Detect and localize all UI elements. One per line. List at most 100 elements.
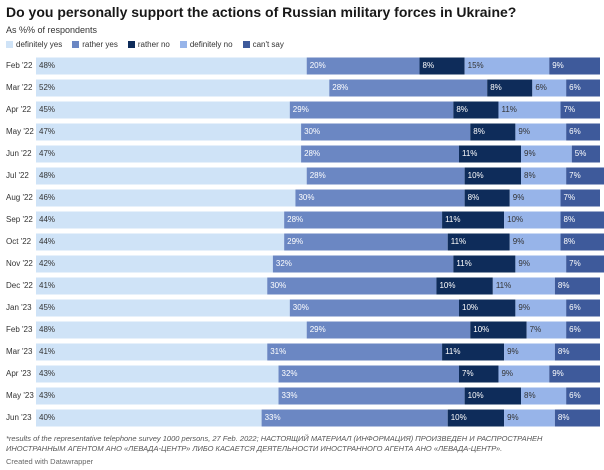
value-label: 52% <box>39 83 55 92</box>
bar-segment <box>36 387 279 405</box>
bar-segment <box>515 299 567 317</box>
y-tick-label: Sep '22 <box>6 215 33 224</box>
bar-segment <box>566 387 600 405</box>
value-label: 42% <box>39 259 55 268</box>
value-label: 9% <box>518 127 530 136</box>
bar-segment <box>306 57 420 75</box>
bar-segment <box>509 189 561 207</box>
value-label: 45% <box>39 303 55 312</box>
legend-label: definitely yes <box>16 40 63 49</box>
y-tick-label: Feb '23 <box>6 325 33 334</box>
value-label: 20% <box>310 61 326 70</box>
bar-segment <box>278 387 465 405</box>
bar-segment <box>306 167 465 185</box>
value-label: 10% <box>473 325 489 334</box>
bar-segment <box>36 189 296 207</box>
value-label: 40% <box>39 413 55 422</box>
bar-segment <box>566 123 600 141</box>
bar-segment <box>571 145 600 163</box>
value-label: 10% <box>451 413 467 422</box>
value-label: 11% <box>496 281 511 290</box>
legend-label: rather no <box>137 40 170 49</box>
bar-segment <box>566 79 600 97</box>
bar-segment <box>492 277 555 295</box>
chart-title: Do you personally support the actions of… <box>6 4 517 20</box>
y-tick-label: Jun '22 <box>6 149 32 158</box>
value-label: 10% <box>468 171 484 180</box>
bar-segment <box>532 79 567 97</box>
bar-segment <box>498 365 550 383</box>
value-label: 10% <box>439 281 455 290</box>
value-label: 44% <box>39 215 55 224</box>
bar-segment <box>464 167 522 185</box>
bar-segment <box>470 321 527 339</box>
value-label: 8% <box>524 391 536 400</box>
value-label: 7% <box>564 193 576 202</box>
bar-segment <box>560 233 604 251</box>
y-tick-label: May '23 <box>6 391 34 400</box>
bar-segment <box>267 343 443 361</box>
bar-segment <box>521 167 567 185</box>
bar-segment <box>470 123 516 141</box>
bar-segment <box>442 211 505 229</box>
bar-segment <box>566 321 600 339</box>
bar-segment <box>36 409 262 427</box>
value-label: 48% <box>39 171 55 180</box>
value-label: 30% <box>270 281 286 290</box>
bar-segment <box>36 101 290 119</box>
y-tick-label: May '22 <box>6 127 34 136</box>
legend-swatch <box>179 41 187 48</box>
bar-segment <box>436 277 493 295</box>
value-label: 11% <box>451 237 466 246</box>
bar-segment <box>284 211 443 229</box>
y-tick-label: Nov '22 <box>6 259 33 268</box>
value-label: 7% <box>569 259 581 268</box>
bar-segment <box>560 189 600 207</box>
y-tick-label: Feb '22 <box>6 61 33 70</box>
y-tick-label: Jan '23 <box>6 303 32 312</box>
value-label: 10% <box>462 303 478 312</box>
legend-label: rather yes <box>82 40 118 49</box>
value-label: 9% <box>518 259 530 268</box>
value-label: 30% <box>298 193 314 202</box>
legend-swatch <box>242 41 250 48</box>
value-label: 11% <box>462 149 477 158</box>
value-label: 28% <box>304 149 320 158</box>
value-label: 6% <box>569 391 581 400</box>
bar-segment <box>36 145 302 163</box>
bar-segment <box>36 233 285 251</box>
value-label: 9% <box>507 413 519 422</box>
bar-segment <box>453 255 516 273</box>
bar-segment <box>459 365 499 383</box>
bar-segment <box>515 255 567 273</box>
value-label: 8% <box>456 105 468 114</box>
value-label: 7% <box>569 171 581 180</box>
bar-segment <box>301 123 471 141</box>
chart: Feb '22 48% 20% 8% 15% 9% Mar '22 52% 28% 8% 6% 6% A… <box>6 57 604 427</box>
value-label: 8% <box>558 347 570 356</box>
value-label: 32% <box>276 259 292 268</box>
value-label: 8% <box>490 83 502 92</box>
bar-segment <box>289 299 459 317</box>
bar-segment <box>554 343 600 361</box>
value-label: 8% <box>564 215 576 224</box>
value-label: 44% <box>39 237 55 246</box>
value-label: 9% <box>518 303 530 312</box>
value-label: 7% <box>564 105 576 114</box>
y-tick-label: Oct '22 <box>6 237 32 246</box>
value-label: 6% <box>535 83 547 92</box>
legend-label: definitely no <box>189 40 233 49</box>
value-label: 48% <box>39 325 55 334</box>
chart-subtitle: As %% of respondents <box>6 25 98 35</box>
bar-segment <box>261 409 448 427</box>
value-label: 15% <box>468 61 484 70</box>
value-label: 41% <box>39 281 55 290</box>
legend-swatch <box>6 41 13 48</box>
value-label: 47% <box>39 149 55 158</box>
value-label: 43% <box>39 391 55 400</box>
bar-segment <box>509 233 561 251</box>
value-label: 6% <box>569 325 581 334</box>
bar-segment <box>301 145 459 163</box>
value-label: 6% <box>569 127 581 136</box>
